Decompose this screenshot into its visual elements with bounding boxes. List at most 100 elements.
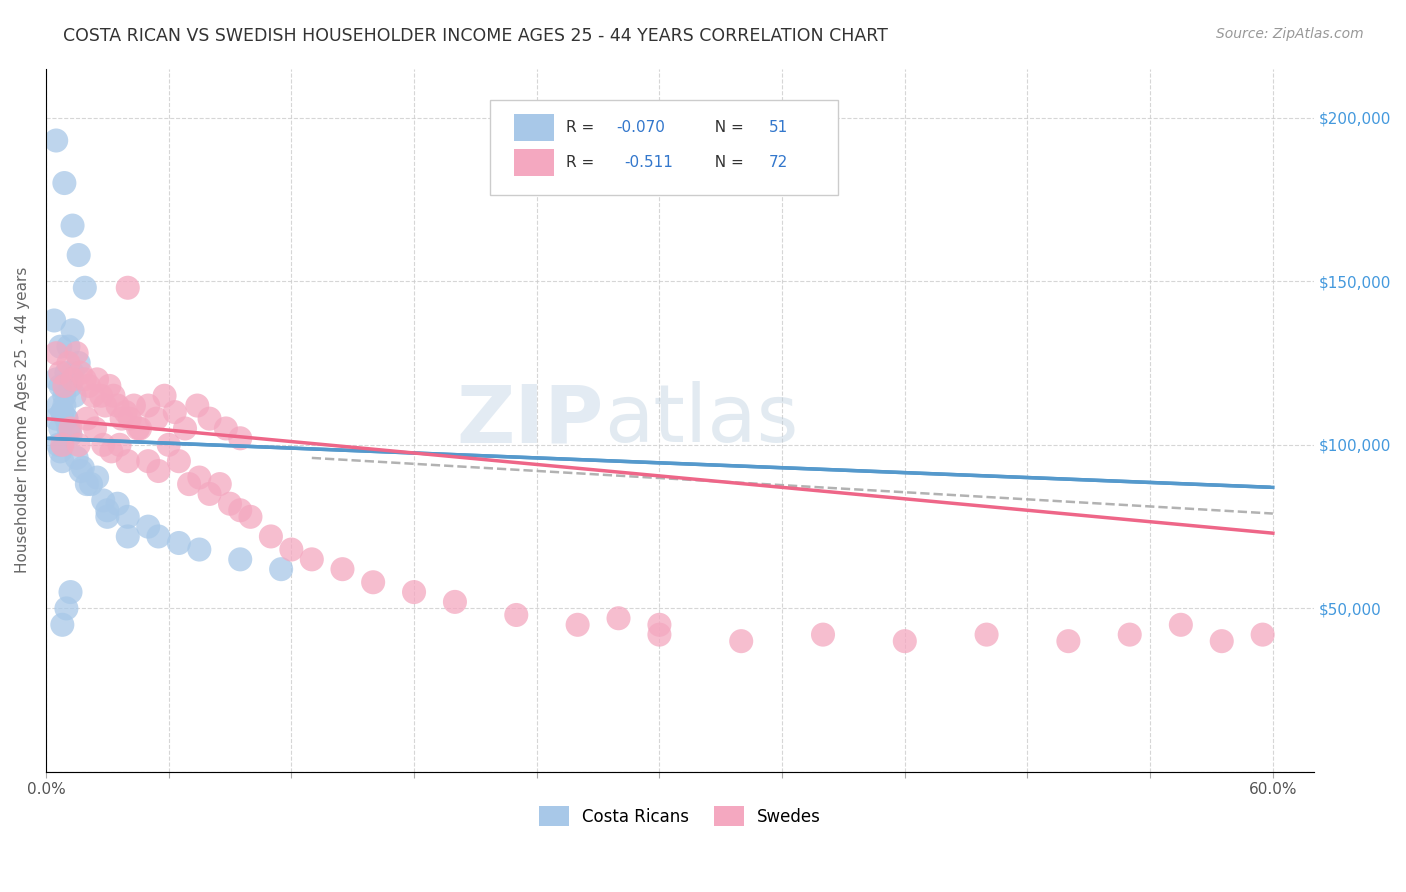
Point [84, 421, 107, 435]
Point [402, 585, 425, 599]
Point [117, 454, 139, 468]
Point [49, 340, 72, 354]
Point [179, 477, 201, 491]
Point [51, 405, 73, 419]
Point [730, 634, 752, 648]
Point [219, 497, 242, 511]
Point [66, 450, 89, 465]
Point [59, 428, 82, 442]
Point [53, 399, 76, 413]
Legend: Costa Ricans, Swedes: Costa Ricans, Swedes [530, 798, 830, 834]
Point [167, 454, 190, 468]
Text: 51: 51 [769, 120, 787, 135]
Point [215, 421, 238, 435]
Point [114, 405, 136, 419]
Point [55, 601, 77, 615]
Point [894, 634, 917, 648]
Point [648, 617, 671, 632]
Point [163, 405, 186, 419]
Point [82, 389, 104, 403]
Point [117, 529, 139, 543]
Point [198, 487, 221, 501]
Point [260, 529, 283, 543]
Point [53, 379, 76, 393]
Point [198, 411, 221, 425]
Point [145, 411, 167, 425]
Point [186, 399, 208, 413]
Point [188, 542, 211, 557]
Bar [513, 114, 554, 141]
Point [136, 519, 159, 533]
Point [55, 366, 77, 380]
Point [332, 562, 354, 576]
Point [51, 454, 73, 468]
Point [49, 444, 72, 458]
Point [69, 464, 91, 478]
Point [49, 421, 72, 435]
Text: 72: 72 [769, 155, 787, 170]
Point [1170, 617, 1192, 632]
Point [229, 431, 252, 445]
Text: atlas: atlas [603, 381, 799, 459]
Point [505, 607, 527, 622]
Point [58, 356, 80, 370]
Text: -0.070: -0.070 [616, 120, 665, 135]
Point [45, 134, 67, 148]
Point [67, 248, 90, 262]
Point [174, 421, 197, 435]
Point [1119, 627, 1142, 641]
Point [208, 477, 231, 491]
Point [648, 627, 671, 641]
Point [46, 438, 69, 452]
Point [49, 366, 72, 380]
Point [96, 503, 118, 517]
Point [167, 536, 190, 550]
Point [157, 438, 180, 452]
Point [136, 454, 159, 468]
Point [58, 340, 80, 354]
Point [153, 389, 176, 403]
Point [1057, 634, 1080, 648]
Point [107, 497, 129, 511]
Point [117, 281, 139, 295]
Point [1251, 627, 1274, 641]
Point [188, 470, 211, 484]
Text: Source: ZipAtlas.com: Source: ZipAtlas.com [1216, 27, 1364, 41]
Point [229, 503, 252, 517]
FancyBboxPatch shape [489, 100, 838, 195]
Text: -0.511: -0.511 [624, 155, 673, 170]
Point [49, 379, 72, 393]
Point [91, 493, 114, 508]
Point [55, 411, 77, 425]
Point [96, 509, 118, 524]
Point [86, 372, 108, 386]
Point [567, 617, 589, 632]
Point [59, 585, 82, 599]
Point [607, 611, 630, 625]
Point [45, 411, 67, 425]
Text: R =: R = [565, 155, 603, 170]
Point [811, 627, 834, 641]
Point [59, 379, 82, 393]
Point [51, 617, 73, 632]
Point [51, 438, 73, 452]
Point [280, 542, 302, 557]
Point [91, 438, 114, 452]
Point [1211, 634, 1233, 648]
Point [136, 399, 159, 413]
Point [239, 509, 262, 524]
Point [51, 405, 73, 419]
Point [63, 389, 86, 403]
Text: ZIP: ZIP [457, 381, 603, 459]
Point [111, 411, 134, 425]
Point [90, 389, 112, 403]
Point [108, 438, 131, 452]
Point [103, 389, 125, 403]
Point [107, 399, 129, 413]
Point [80, 477, 103, 491]
Point [53, 389, 76, 403]
Point [77, 379, 100, 393]
Point [444, 595, 467, 609]
Text: COSTA RICAN VS SWEDISH HOUSEHOLDER INCOME AGES 25 - 44 YEARS CORRELATION CHART: COSTA RICAN VS SWEDISH HOUSEHOLDER INCOM… [63, 27, 889, 45]
Text: N =: N = [706, 155, 749, 170]
